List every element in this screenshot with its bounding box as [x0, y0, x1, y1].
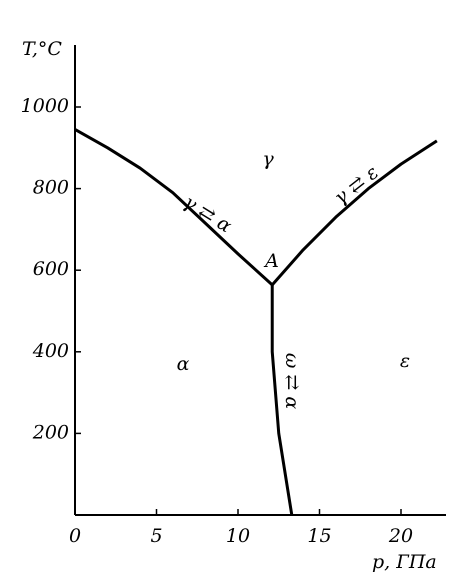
x-axis-label: p, ГПа [372, 551, 437, 573]
y-tick-label: 400 [32, 340, 69, 362]
annotation: ω ⇄ α [281, 353, 303, 409]
y-tick-label: 1000 [21, 95, 69, 117]
phase-boundary [74, 128, 274, 286]
annotation: ε [400, 350, 410, 372]
y-tick-label: 600 [33, 258, 69, 280]
x-tick-label: 15 [307, 525, 331, 547]
annotation: α [177, 353, 190, 375]
annotation: γ [262, 148, 274, 170]
y-tick-label: 800 [33, 177, 69, 199]
phase-boundary [270, 284, 294, 516]
x-tick-label: 5 [150, 525, 162, 547]
annotation: γ ⇄ α [180, 191, 236, 237]
x-tick-label: 0 [69, 525, 81, 547]
y-axis-label: T,°C [22, 38, 62, 60]
x-tick-label: 10 [226, 525, 250, 547]
y-tick-label: 200 [32, 421, 69, 443]
annotation: A [263, 250, 279, 272]
phase-boundary [271, 139, 438, 286]
x-tick-label: 20 [388, 525, 413, 547]
